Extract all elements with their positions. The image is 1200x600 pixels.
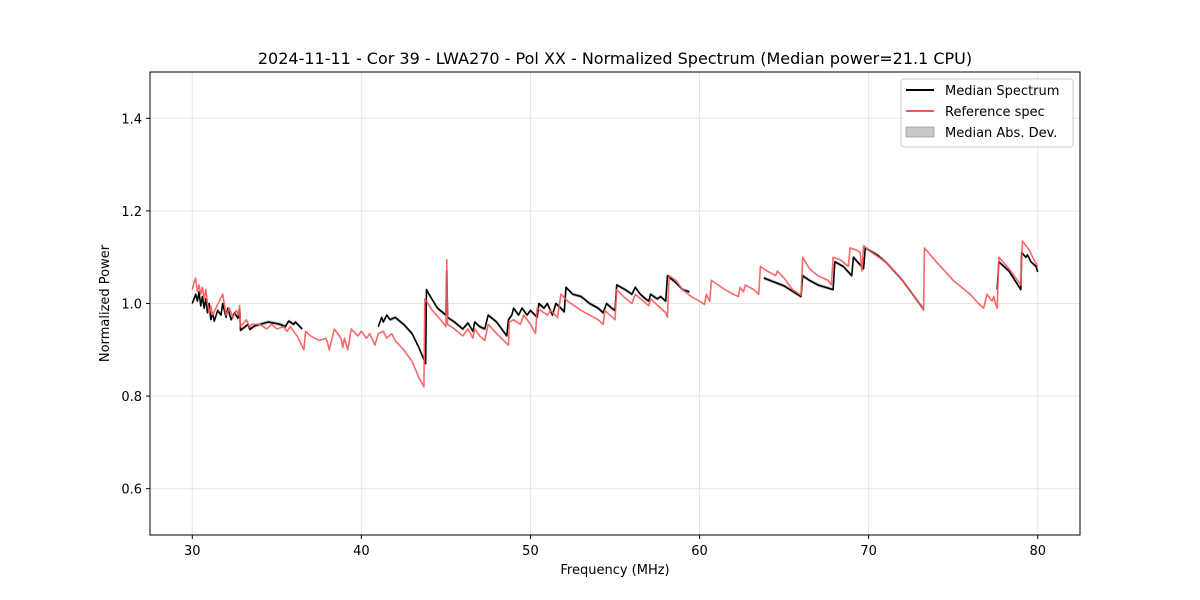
legend-label-reference: Reference spec	[945, 105, 1045, 120]
legend-label-mad: Median Abs. Dev.	[945, 126, 1057, 141]
x-tick-label: 60	[691, 544, 708, 559]
y-tick-label: 0.8	[121, 390, 142, 405]
y-tick-label: 1.2	[121, 205, 142, 220]
legend-swatch-mad	[905, 126, 935, 138]
median-spectrum-line	[377, 270, 690, 365]
legend-frame	[900, 78, 1074, 148]
x-tick-label: 70	[860, 544, 877, 559]
x-tick-label: 40	[353, 544, 370, 559]
y-tick-label: 1.0	[121, 298, 142, 313]
x-tick-label: 50	[522, 544, 539, 559]
x-axis-label: Frequency (MHz)	[560, 563, 669, 578]
mad-band	[192, 290, 303, 333]
legend: Median Spectrum Reference spec Median Ab…	[900, 78, 1074, 148]
y-axis-label: Normalized Power	[98, 244, 113, 362]
median-spectrum-line	[191, 291, 303, 332]
x-axis: 30 40 50 60 70 80	[184, 535, 1046, 559]
y-tick-label: 0.6	[121, 483, 142, 498]
x-tick-label: 80	[1029, 544, 1046, 559]
median-spectrum-line	[996, 251, 1039, 291]
x-tick-label: 30	[184, 544, 201, 559]
chart-title: 2024-11-11 - Cor 39 - LWA270 - Pol XX - …	[258, 49, 972, 68]
legend-label-median: Median Spectrum	[945, 84, 1059, 99]
reference-spec-line	[191, 240, 1039, 388]
y-axis: 0.6 0.8 1.0 1.2 1.4	[121, 112, 150, 498]
series-layer	[191, 240, 1039, 388]
y-tick-label: 1.4	[121, 112, 142, 127]
